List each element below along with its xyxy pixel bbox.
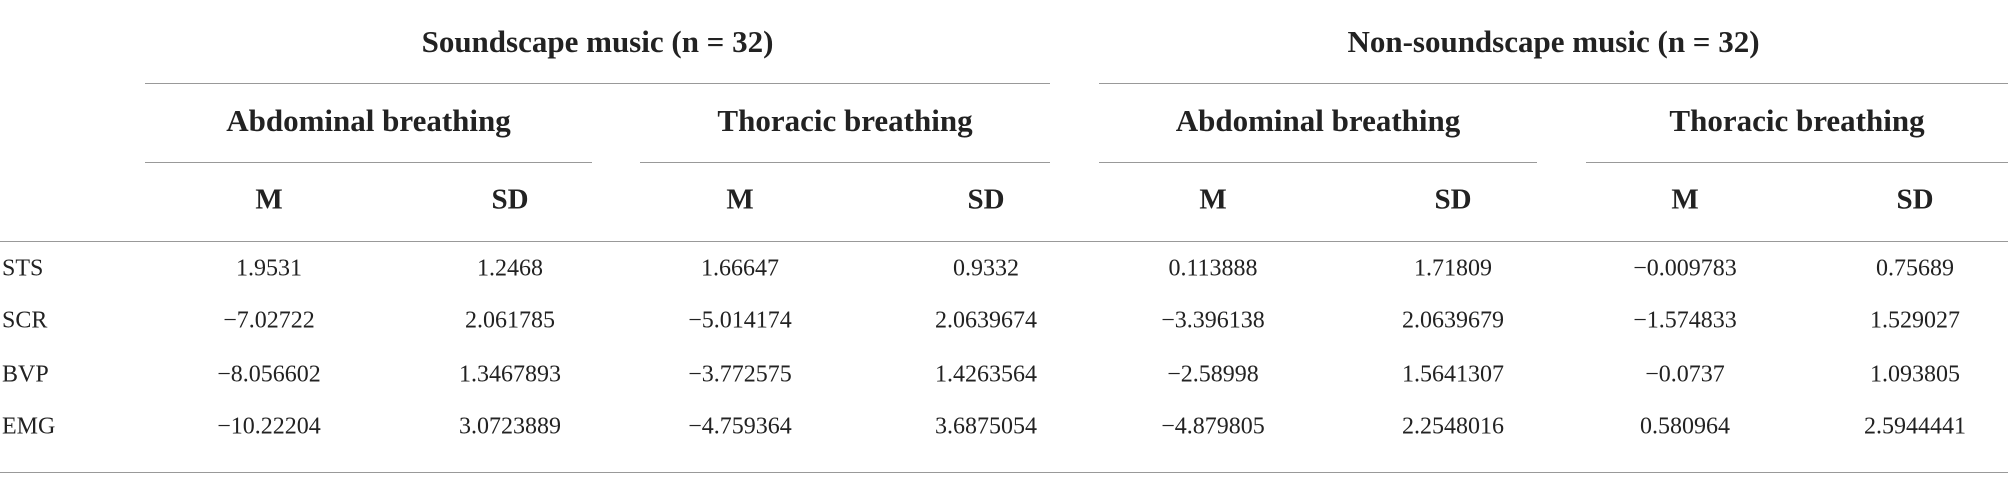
cell: −0.009783 — [1633, 255, 1737, 282]
row-label: BVP — [2, 361, 49, 388]
group-rule — [1099, 83, 2008, 84]
group-rule — [640, 162, 1050, 163]
column-header: SD — [1434, 183, 1472, 216]
row-label: SCR — [2, 307, 48, 334]
subgroup-title: Abdominal breathing — [1175, 103, 1461, 138]
cell: −8.056602 — [217, 361, 321, 388]
column-header: SD — [491, 183, 529, 216]
cell: 1.4263564 — [935, 361, 1037, 388]
group-rule — [145, 83, 1050, 84]
cell: 2.061785 — [465, 307, 555, 334]
cell: 3.0723889 — [459, 413, 561, 440]
subgroup-title: Abdominal breathing — [226, 103, 511, 138]
cell: −1.574833 — [1633, 307, 1737, 334]
cell: −10.22204 — [217, 413, 321, 440]
column-header: SD — [967, 183, 1005, 216]
cell: 1.9531 — [236, 255, 302, 282]
subgroup-title: Thoracic breathing — [717, 103, 973, 138]
cell: 1.093805 — [1870, 361, 1960, 388]
row-label: STS — [2, 255, 44, 282]
cell: 1.2468 — [477, 255, 543, 282]
subgroup-title: Thoracic breathing — [1669, 103, 1925, 138]
column-header: M — [1199, 183, 1227, 216]
column-header: M — [726, 183, 754, 216]
cell: 2.0639674 — [935, 307, 1037, 334]
group-rule — [1099, 162, 1537, 163]
cell: 3.6875054 — [935, 413, 1037, 440]
column-header: M — [255, 183, 283, 216]
cell: −2.58998 — [1167, 361, 1259, 388]
cell: 1.66647 — [701, 255, 779, 282]
cell: 1.71809 — [1414, 255, 1492, 282]
cell: 0.580964 — [1640, 413, 1730, 440]
cell: −3.772575 — [688, 361, 792, 388]
cell: 2.5944441 — [1864, 413, 1966, 440]
cell: −0.0737 — [1645, 361, 1725, 388]
cell: 0.113888 — [1168, 255, 1258, 282]
cell: −3.396138 — [1161, 307, 1265, 334]
row-label: EMG — [2, 413, 56, 440]
group-title: Non-soundscape music (n = 32) — [1347, 24, 1760, 59]
cell: −7.02722 — [223, 307, 315, 334]
cell: 2.2548016 — [1402, 413, 1504, 440]
cell: −4.759364 — [688, 413, 792, 440]
cell: −5.014174 — [688, 307, 792, 334]
group-rule — [145, 162, 592, 163]
group-rule — [1586, 162, 2008, 163]
cell: 1.3467893 — [459, 361, 561, 388]
cell: 0.75689 — [1876, 255, 1954, 282]
cell: 1.529027 — [1870, 307, 1960, 334]
column-header: SD — [1896, 183, 1934, 216]
column-header: M — [1671, 183, 1699, 216]
header-rule — [0, 241, 2008, 242]
cell: −4.879805 — [1161, 413, 1265, 440]
bottom-rule — [0, 472, 2008, 473]
cell: 0.9332 — [953, 255, 1019, 282]
cell: 1.5641307 — [1402, 361, 1504, 388]
cell: 2.0639679 — [1402, 307, 1504, 334]
group-title: Soundscape music (n = 32) — [421, 24, 774, 59]
